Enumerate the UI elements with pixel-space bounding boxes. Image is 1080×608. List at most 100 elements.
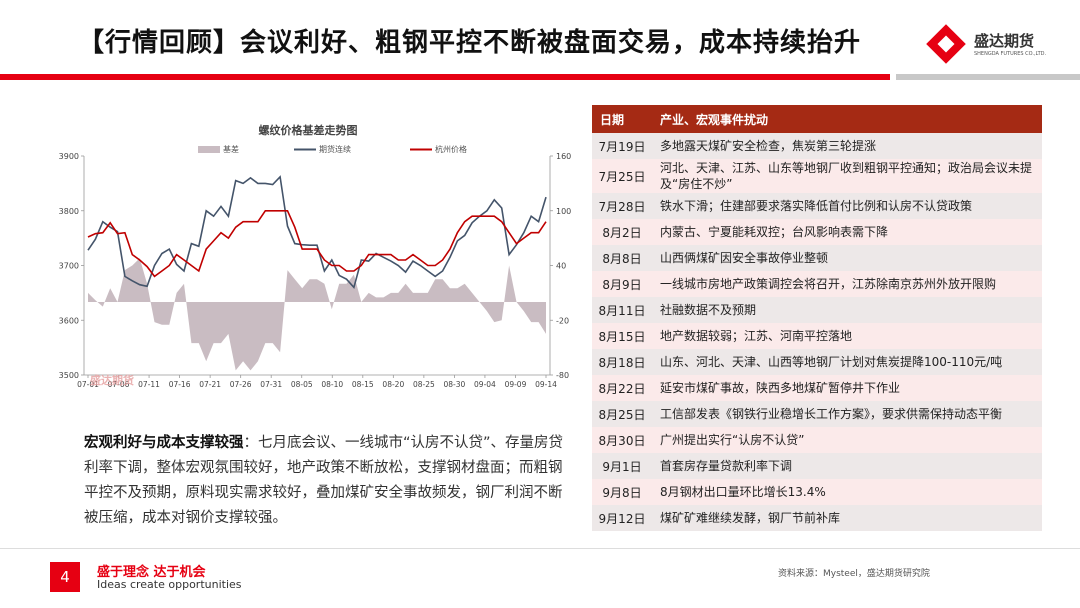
y-left-tick-label: 3500 [59, 371, 79, 380]
table-row: 8月8日 山西俩煤矿因安全事故停业整顿 [592, 245, 1042, 271]
x-tick-label: 07-16 [169, 380, 191, 389]
event-date: 9月1日 [592, 453, 652, 479]
event-description: 一线城市房地产政策调控会将召开，江苏除南京苏州外放开限购 [652, 271, 1042, 297]
y-right-tick-label: -20 [556, 316, 569, 325]
event-description: 河北、天津、江苏、山东等地钢厂收到粗钢平控通知；政治局会议未提及“房住不炒” [652, 159, 1042, 193]
x-tick-label: 08-05 [291, 380, 313, 389]
event-date: 8月25日 [592, 401, 652, 427]
event-date: 7月25日 [592, 159, 652, 193]
event-date: 8月8日 [592, 245, 652, 271]
table-row: 8月25日 工信部发表《钢铁行业稳增长工作方案》，要求供需保持动态平衡 [592, 401, 1042, 427]
x-tick-label: 08-30 [444, 380, 466, 389]
table-row: 8月22日 延安市煤矿事故，陕西多地煤矿暂停井下作业 [592, 375, 1042, 401]
table-row: 8月9日 一线城市房地产政策调控会将召开，江苏除南京苏州外放开限购 [592, 271, 1042, 297]
event-description: 工信部发表《钢铁行业稳增长工作方案》，要求供需保持动态平衡 [652, 401, 1042, 427]
event-description: 8月钢材出口量环比增长13.4% [652, 479, 1042, 505]
series-spot-line [87, 210, 547, 278]
logo-english-name: SHENGDA FUTURES CO.,LTD. [974, 51, 1047, 57]
table-header-row: 日期 产业、宏观事件扰动 [592, 105, 1042, 133]
event-description: 内蒙古、宁夏能耗双控；台风影响表需下降 [652, 219, 1042, 245]
slogan-english: Ideas create opportunities [97, 578, 242, 591]
summary-body: ：七月底会议、一线城市“认房不认贷”、存量房贷利率下调，整体宏观氛围较好，地产政… [84, 435, 564, 526]
event-description: 山东、河北、天津、山西等地钢厂计划对焦炭提降100-110元/吨 [652, 349, 1042, 375]
company-logo: 盛达期货 SHENGDA FUTURES CO.,LTD. [926, 24, 1060, 66]
summary-paragraph: 宏观利好与成本支撑较强：七月底会议、一线城市“认房不认贷”、存量房贷利率下调，整… [84, 431, 564, 531]
data-source-note: 资料来源：Mysteel，盛达期货研究院 [778, 569, 930, 579]
x-tick-label: 08-20 [382, 380, 404, 389]
title-underline-red [0, 74, 890, 80]
event-date: 8月15日 [592, 323, 652, 349]
event-description: 多地露天煤矿安全检查，焦炭第三轮提涨 [652, 133, 1042, 159]
footer-divider [0, 548, 1080, 549]
y-left-tick-label: 3700 [59, 262, 79, 271]
y-right-tick-label: 100 [556, 207, 571, 216]
x-tick-label: 07-11 [138, 380, 160, 389]
legend-swatch-basis [198, 146, 220, 153]
x-tick-label: 09-09 [505, 380, 527, 389]
event-date: 8月11日 [592, 297, 652, 323]
event-description: 延安市煤矿事故，陕西多地煤矿暂停井下作业 [652, 375, 1042, 401]
slogan-chinese: 盛于理念 达于机会 [97, 565, 206, 580]
event-description: 山西俩煤矿因安全事故停业整顿 [652, 245, 1042, 271]
x-tick-label: 08-10 [321, 380, 343, 389]
event-date: 8月2日 [592, 219, 652, 245]
event-description: 首套房存量贷款利率下调 [652, 453, 1042, 479]
summary-lead: 宏观利好与成本支撑较强 [84, 435, 244, 451]
event-description: 煤矿矿难继续发酵，钢厂节前补库 [652, 505, 1042, 531]
y-right-tick-label: -80 [556, 371, 569, 380]
event-date: 7月28日 [592, 193, 652, 219]
x-tick-label: 08-25 [413, 380, 435, 389]
y-left-tick-label: 3600 [59, 316, 79, 325]
y-right-tick-label: 40 [556, 262, 566, 271]
chart-title: 螺纹价格基差走势图 [259, 123, 358, 137]
x-tick-label: 07-21 [199, 380, 221, 389]
chart-watermark: 盛达期货 [90, 373, 134, 387]
y-left-tick-label: 3900 [59, 152, 79, 161]
x-tick-label: 09-14 [535, 380, 557, 389]
event-date: 8月22日 [592, 375, 652, 401]
event-description: 铁水下滑；住建部要求落实降低首付比例和认房不认贷政策 [652, 193, 1042, 219]
event-date: 8月9日 [592, 271, 652, 297]
table-row: 9月1日 首套房存量贷款利率下调 [592, 453, 1042, 479]
rebar-price-basis-chart: 螺纹价格基差走势图 基差 期货连续 杭州价格 3500 3600 3700 3800 3… [59, 123, 572, 389]
x-tick-label: 07-26 [230, 380, 252, 389]
table-row: 8月18日 山东、河北、天津、山西等地钢厂计划对焦炭提降100-110元/吨 [592, 349, 1042, 375]
logo-name: 盛达期货 [974, 32, 1035, 50]
event-date: 9月12日 [592, 505, 652, 531]
event-date: 8月30日 [592, 427, 652, 453]
table-row: 8月15日 地产数据较弱；江苏、河南平控落地 [592, 323, 1042, 349]
events-table: 日期 产业、宏观事件扰动 7月19日 多地露天煤矿安全检查，焦炭第三轮提涨 7月25… [592, 105, 1042, 531]
table-row: 9月8日 8月钢材出口量环比增长13.4% [592, 479, 1042, 505]
table-row: 8月30日 广州提出实行“认房不认贷” [592, 427, 1042, 453]
y-right-tick-label: 160 [556, 152, 571, 161]
event-description: 地产数据较弱；江苏、河南平控落地 [652, 323, 1042, 349]
event-description: 广州提出实行“认房不认贷” [652, 427, 1042, 453]
legend-label-spot: 杭州价格 [435, 144, 467, 154]
page-title: 【行情回顾】会议利好、粗钢平控不断被盘面交易，成本持续抬升 [78, 28, 862, 58]
legend-label-basis: 基差 [223, 144, 239, 154]
table-row: 7月25日 河北、天津、江苏、山东等地钢厂收到粗钢平控通知；政治局会议未提及“房住… [592, 159, 1042, 193]
event-date: 8月18日 [592, 349, 652, 375]
event-date: 9月8日 [592, 479, 652, 505]
table-row: 9月12日 煤矿矿难继续发酵，钢厂节前补库 [592, 505, 1042, 531]
x-tick-label: 07-31 [260, 380, 282, 389]
y-left-tick-label: 3800 [59, 207, 79, 216]
table-row: 7月19日 多地露天煤矿安全检查，焦炭第三轮提涨 [592, 133, 1042, 159]
event-description: 社融数据不及预期 [652, 297, 1042, 323]
chart-legend: 基差 期货连续 杭州价格 [198, 144, 467, 154]
legend-label-futures: 期货连续 [319, 144, 351, 154]
page-number: 4 [50, 562, 80, 592]
table-row: 7月28日 铁水下滑；住建部要求落实降低首付比例和认房不认贷政策 [592, 193, 1042, 219]
event-date: 7月19日 [592, 133, 652, 159]
table-row: 8月11日 社融数据不及预期 [592, 297, 1042, 323]
title-underline-grey [896, 74, 1080, 80]
x-tick-label: 07-01 [77, 380, 99, 389]
x-tick-label: 07-06 [108, 380, 130, 389]
x-tick-label: 08-15 [352, 380, 374, 389]
table-header-date: 日期 [592, 105, 652, 133]
series-basis-area [88, 258, 546, 371]
series-futures-line [87, 175, 547, 290]
table-header-event: 产业、宏观事件扰动 [652, 105, 1042, 133]
table-row: 8月2日 内蒙古、宁夏能耗双控；台风影响表需下降 [592, 219, 1042, 245]
x-tick-label: 09-04 [474, 380, 496, 389]
